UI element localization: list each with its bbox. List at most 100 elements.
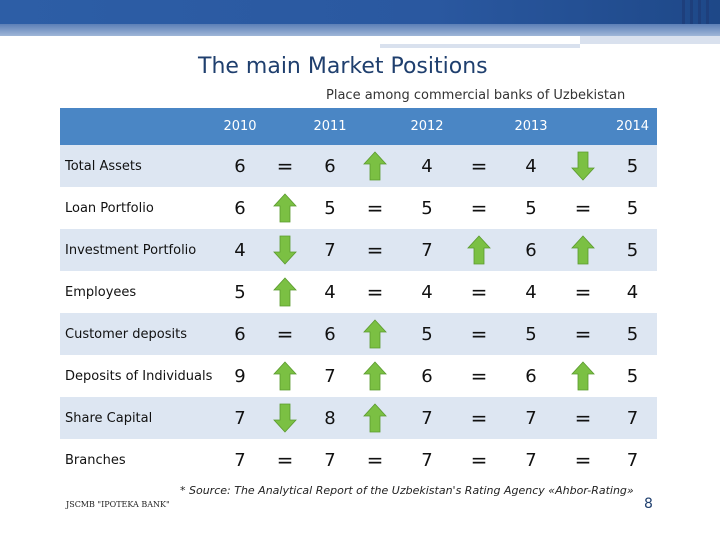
slide-title: The main Market Positions	[198, 54, 488, 79]
table-row: Employees 5 4 = 4 = 4 = 4	[60, 271, 657, 313]
rank-value: 6	[220, 187, 260, 229]
header-bar-gradient	[0, 0, 720, 24]
rank-value: 4	[504, 145, 558, 187]
rank-value: 5	[220, 271, 260, 313]
table-header-row: 2010 2011 2012 2013 2014	[60, 108, 657, 145]
down-arrow-icon	[571, 151, 595, 181]
rank-value: 4	[608, 271, 657, 313]
equal-sign: =	[558, 187, 608, 229]
equal-sign: =	[350, 229, 400, 271]
header-decoration	[682, 0, 712, 40]
equal-sign: =	[454, 271, 504, 313]
column-header-2011: 2011	[310, 108, 350, 145]
up-arrow-icon	[363, 151, 387, 181]
rank-value: 7	[310, 439, 350, 481]
trend-cell	[260, 187, 310, 229]
rank-value: 4	[220, 229, 260, 271]
rank-value: 6	[310, 145, 350, 187]
up-arrow-icon	[363, 319, 387, 349]
row-label: Branches	[60, 439, 220, 481]
trend-cell	[350, 355, 400, 397]
rank-value: 7	[310, 229, 350, 271]
trend-cell	[558, 355, 608, 397]
row-label: Total Assets	[60, 145, 220, 187]
rank-value: 5	[608, 187, 657, 229]
rank-value: 5	[504, 187, 558, 229]
trend-cell	[260, 229, 310, 271]
table-row: Investment Portfolio 4 7 = 7 6 5	[60, 229, 657, 271]
trend-cell	[350, 397, 400, 439]
trend-cell	[260, 271, 310, 313]
rank-value: 6	[310, 313, 350, 355]
rank-value: 5	[400, 187, 454, 229]
equal-sign: =	[558, 397, 608, 439]
rank-value: 4	[400, 145, 454, 187]
column-header-blank	[260, 108, 310, 145]
source-footnote: * Source: The Analytical Report of the U…	[180, 484, 634, 497]
rank-value: 6	[220, 145, 260, 187]
up-arrow-icon	[467, 235, 491, 265]
up-arrow-icon	[571, 235, 595, 265]
equal-sign: =	[454, 397, 504, 439]
trend-cell	[350, 313, 400, 355]
up-arrow-icon	[273, 193, 297, 223]
table-row: Branches 7 = 7 = 7 = 7 = 7	[60, 439, 657, 481]
column-header-2012: 2012	[400, 108, 454, 145]
rank-value: 7	[400, 397, 454, 439]
header-underline	[0, 24, 720, 36]
column-header-blank	[350, 108, 400, 145]
trend-cell	[454, 229, 504, 271]
equal-sign: =	[350, 187, 400, 229]
rank-value: 5	[310, 187, 350, 229]
up-arrow-icon	[273, 277, 297, 307]
decorative-line	[580, 36, 720, 44]
trend-cell	[260, 397, 310, 439]
down-arrow-icon	[273, 235, 297, 265]
equal-sign: =	[350, 439, 400, 481]
rank-value: 4	[310, 271, 350, 313]
equal-sign: =	[558, 271, 608, 313]
rank-value: 7	[608, 439, 657, 481]
equal-sign: =	[558, 439, 608, 481]
bank-logo-text: JSCMB "IPOTEKA BANK"	[66, 500, 170, 509]
rank-value: 7	[504, 397, 558, 439]
rank-value: 6	[504, 229, 558, 271]
table-row: Deposits of Individuals 9 7 6 = 6 5	[60, 355, 657, 397]
equal-sign: =	[454, 313, 504, 355]
row-label: Deposits of Individuals	[60, 355, 220, 397]
equal-sign: =	[260, 313, 310, 355]
rank-value: 6	[220, 313, 260, 355]
table-row: Total Assets 6 = 6 4 = 4 5	[60, 145, 657, 187]
rank-value: 5	[608, 145, 657, 187]
slide-subtitle: Place among commercial banks of Uzbekist…	[326, 88, 626, 103]
equal-sign: =	[454, 355, 504, 397]
rank-value: 6	[400, 355, 454, 397]
equal-sign: =	[260, 439, 310, 481]
column-header-2010: 2010	[220, 108, 260, 145]
row-label: Employees	[60, 271, 220, 313]
column-header-2013: 2013	[504, 108, 558, 145]
rank-value: 6	[504, 355, 558, 397]
up-arrow-icon	[363, 361, 387, 391]
rank-value: 7	[400, 439, 454, 481]
table-row: Customer deposits 6 = 6 5 = 5 = 5	[60, 313, 657, 355]
rank-value: 7	[400, 229, 454, 271]
market-positions-table: 2010 2011 2012 2013 2014 Total Assets 6 = 6 4 = 4 5…	[60, 108, 657, 481]
trend-cell	[350, 145, 400, 187]
equal-sign: =	[454, 439, 504, 481]
table-row: Share Capital 7 8 7 = 7 = 7	[60, 397, 657, 439]
column-header-blank	[558, 108, 608, 145]
rank-value: 5	[504, 313, 558, 355]
trend-cell	[558, 229, 608, 271]
trend-cell	[558, 145, 608, 187]
table-row: Loan Portfolio 6 5 = 5 = 5 = 5	[60, 187, 657, 229]
up-arrow-icon	[571, 361, 595, 391]
rank-value: 4	[400, 271, 454, 313]
rank-value: 7	[608, 397, 657, 439]
rank-value: 7	[220, 397, 260, 439]
rank-value: 7	[310, 355, 350, 397]
rank-value: 5	[608, 313, 657, 355]
rank-value: 4	[504, 271, 558, 313]
row-label: Loan Portfolio	[60, 187, 220, 229]
equal-sign: =	[454, 145, 504, 187]
